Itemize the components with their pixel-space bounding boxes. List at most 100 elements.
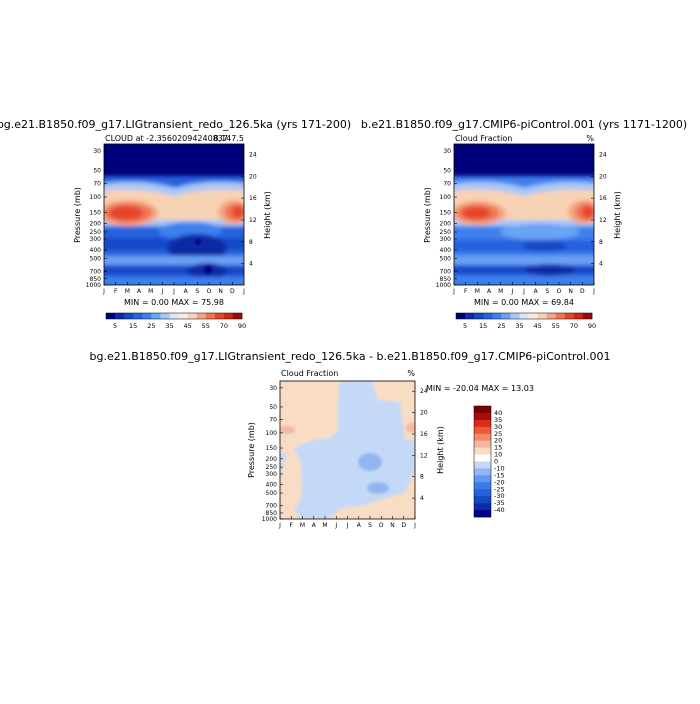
colorbar-label: 25 [494, 430, 502, 438]
x-tick-label: J [102, 288, 105, 295]
panel-3-y2-ticks: 24 20 16 12 8 4 [412, 388, 428, 502]
panel-3-contour-field [280, 381, 415, 519]
x-tick-label: J [172, 288, 175, 295]
y-tick-label: 50 [443, 167, 451, 174]
colorbar-frame [473, 405, 492, 518]
colorbar-label: 30 [494, 423, 502, 431]
colorbar-label: 35 [165, 322, 173, 330]
x-tick-label: M [498, 288, 503, 295]
y-tick-label: 100 [266, 430, 278, 437]
x-tick-label: M [300, 522, 305, 529]
y-tick-label: 250 [266, 464, 278, 471]
colorbar-swatch [474, 433, 491, 441]
y2-tick-label: 4 [599, 261, 603, 268]
x-tick-label: F [464, 288, 468, 295]
x-tick-label: M [125, 288, 130, 295]
y-tick-label: 30 [443, 148, 451, 155]
panel-2-contour-field [454, 144, 594, 285]
colorbar-label: 45 [183, 322, 191, 330]
y2-tick-label: 16 [420, 431, 428, 438]
colorbar-swatch [474, 419, 491, 428]
colorbar-label: 70 [570, 322, 578, 330]
x-tick-label: M [148, 288, 153, 295]
panel-3-stats: MIN = -20.04 MAX = 13.03 [426, 384, 534, 393]
x-tick-label: N [568, 288, 573, 295]
colorbar-swatch [474, 447, 491, 455]
colorbar-label: -25 [494, 485, 505, 493]
y2-tick-label: 12 [420, 452, 428, 459]
y-tick-label: 50 [269, 404, 277, 411]
colorbar-swatch [115, 313, 125, 319]
colorbar-swatch [474, 412, 491, 421]
colorbar-swatch [474, 426, 491, 435]
colorbar-swatch [178, 313, 188, 319]
y-tick-label: 200 [90, 220, 102, 227]
y2-tick-label: 8 [420, 474, 424, 481]
colorbar-swatch [546, 313, 557, 319]
colorbar-swatch [133, 313, 143, 319]
y-tick-label: 300 [90, 236, 102, 243]
y-tick-label: 200 [266, 456, 278, 463]
colorbar-label: 15 [479, 322, 487, 330]
colorbar-swatch [456, 313, 466, 319]
colorbar-swatch [106, 313, 116, 319]
y-tick-label: 500 [90, 256, 102, 263]
y-tick-label: 850 [90, 276, 102, 283]
panel-1-y2label: Height (km) [263, 191, 272, 239]
panel-1-colorbar: 5 15 25 35 45 55 70 90 [105, 312, 246, 330]
y-tick-label: 250 [90, 229, 102, 236]
y2-tick-label: 12 [599, 217, 607, 224]
y2-tick-label: 16 [249, 195, 257, 202]
colorbar-label: 35 [494, 416, 502, 424]
y2-tick-label: 8 [599, 239, 603, 246]
y2-tick-label: 24 [599, 151, 607, 158]
x-tick-label: F [290, 522, 294, 529]
panel-1-stats: MIN = 0.00 MAX = 75.98 [124, 298, 224, 307]
colorbar-swatch [573, 313, 584, 319]
y-tick-label: 850 [440, 276, 452, 283]
x-tick-label: M [475, 288, 480, 295]
x-tick-label: S [195, 288, 199, 295]
colorbar-label: 25 [147, 322, 155, 330]
colorbar-swatch [151, 313, 161, 319]
colorbar-swatch [205, 313, 216, 319]
colorbar-label: 45 [533, 322, 541, 330]
panel-2-ylabel: Pressure (mb) [423, 187, 432, 243]
y-tick-label: 500 [266, 490, 278, 497]
colorbar-frame [455, 312, 593, 320]
y2-tick-label: 24 [249, 151, 257, 158]
colorbar-label: 55 [202, 322, 210, 330]
colorbar-label: 10 [494, 451, 502, 459]
x-tick-label: D [580, 288, 585, 295]
y-tick-label: 1000 [262, 516, 277, 523]
colorbar-frame [105, 312, 243, 320]
panel-2-y2label: Height (km) [613, 191, 622, 239]
panel-3-title: bg.e21.B1850.f09_g17.LIGtransient_redo_1… [90, 350, 611, 363]
colorbar-label: 35 [515, 322, 523, 330]
y2-tick-label: 20 [420, 410, 428, 417]
colorbar-swatch [124, 313, 134, 319]
colorbar-label: 5 [463, 322, 467, 330]
y-tick-label: 30 [93, 148, 101, 155]
panel-3-subtitle-right: % [407, 369, 415, 378]
panel-3-subtitle-left: Cloud Fraction [281, 369, 338, 378]
colorbar-swatch [474, 475, 491, 483]
panel-3: bg.e21.B1850.f09_g17.LIGtransient_redo_1… [90, 350, 611, 529]
colorbar-swatch [474, 440, 491, 448]
y-tick-label: 400 [266, 482, 278, 489]
colorbar-label: -40 [494, 506, 505, 514]
y-tick-label: 850 [266, 510, 278, 517]
x-tick-label: S [368, 522, 372, 529]
colorbar-swatch [483, 313, 493, 319]
colorbar-swatch [196, 313, 207, 319]
colorbar-swatch [474, 503, 491, 511]
colorbar-swatch [160, 313, 170, 319]
colorbar-swatch [169, 313, 179, 319]
colorbar-label: 25 [497, 322, 505, 330]
x-tick-label: J [592, 288, 595, 295]
x-tick-label: J [522, 288, 525, 295]
x-tick-label: A [534, 288, 539, 295]
